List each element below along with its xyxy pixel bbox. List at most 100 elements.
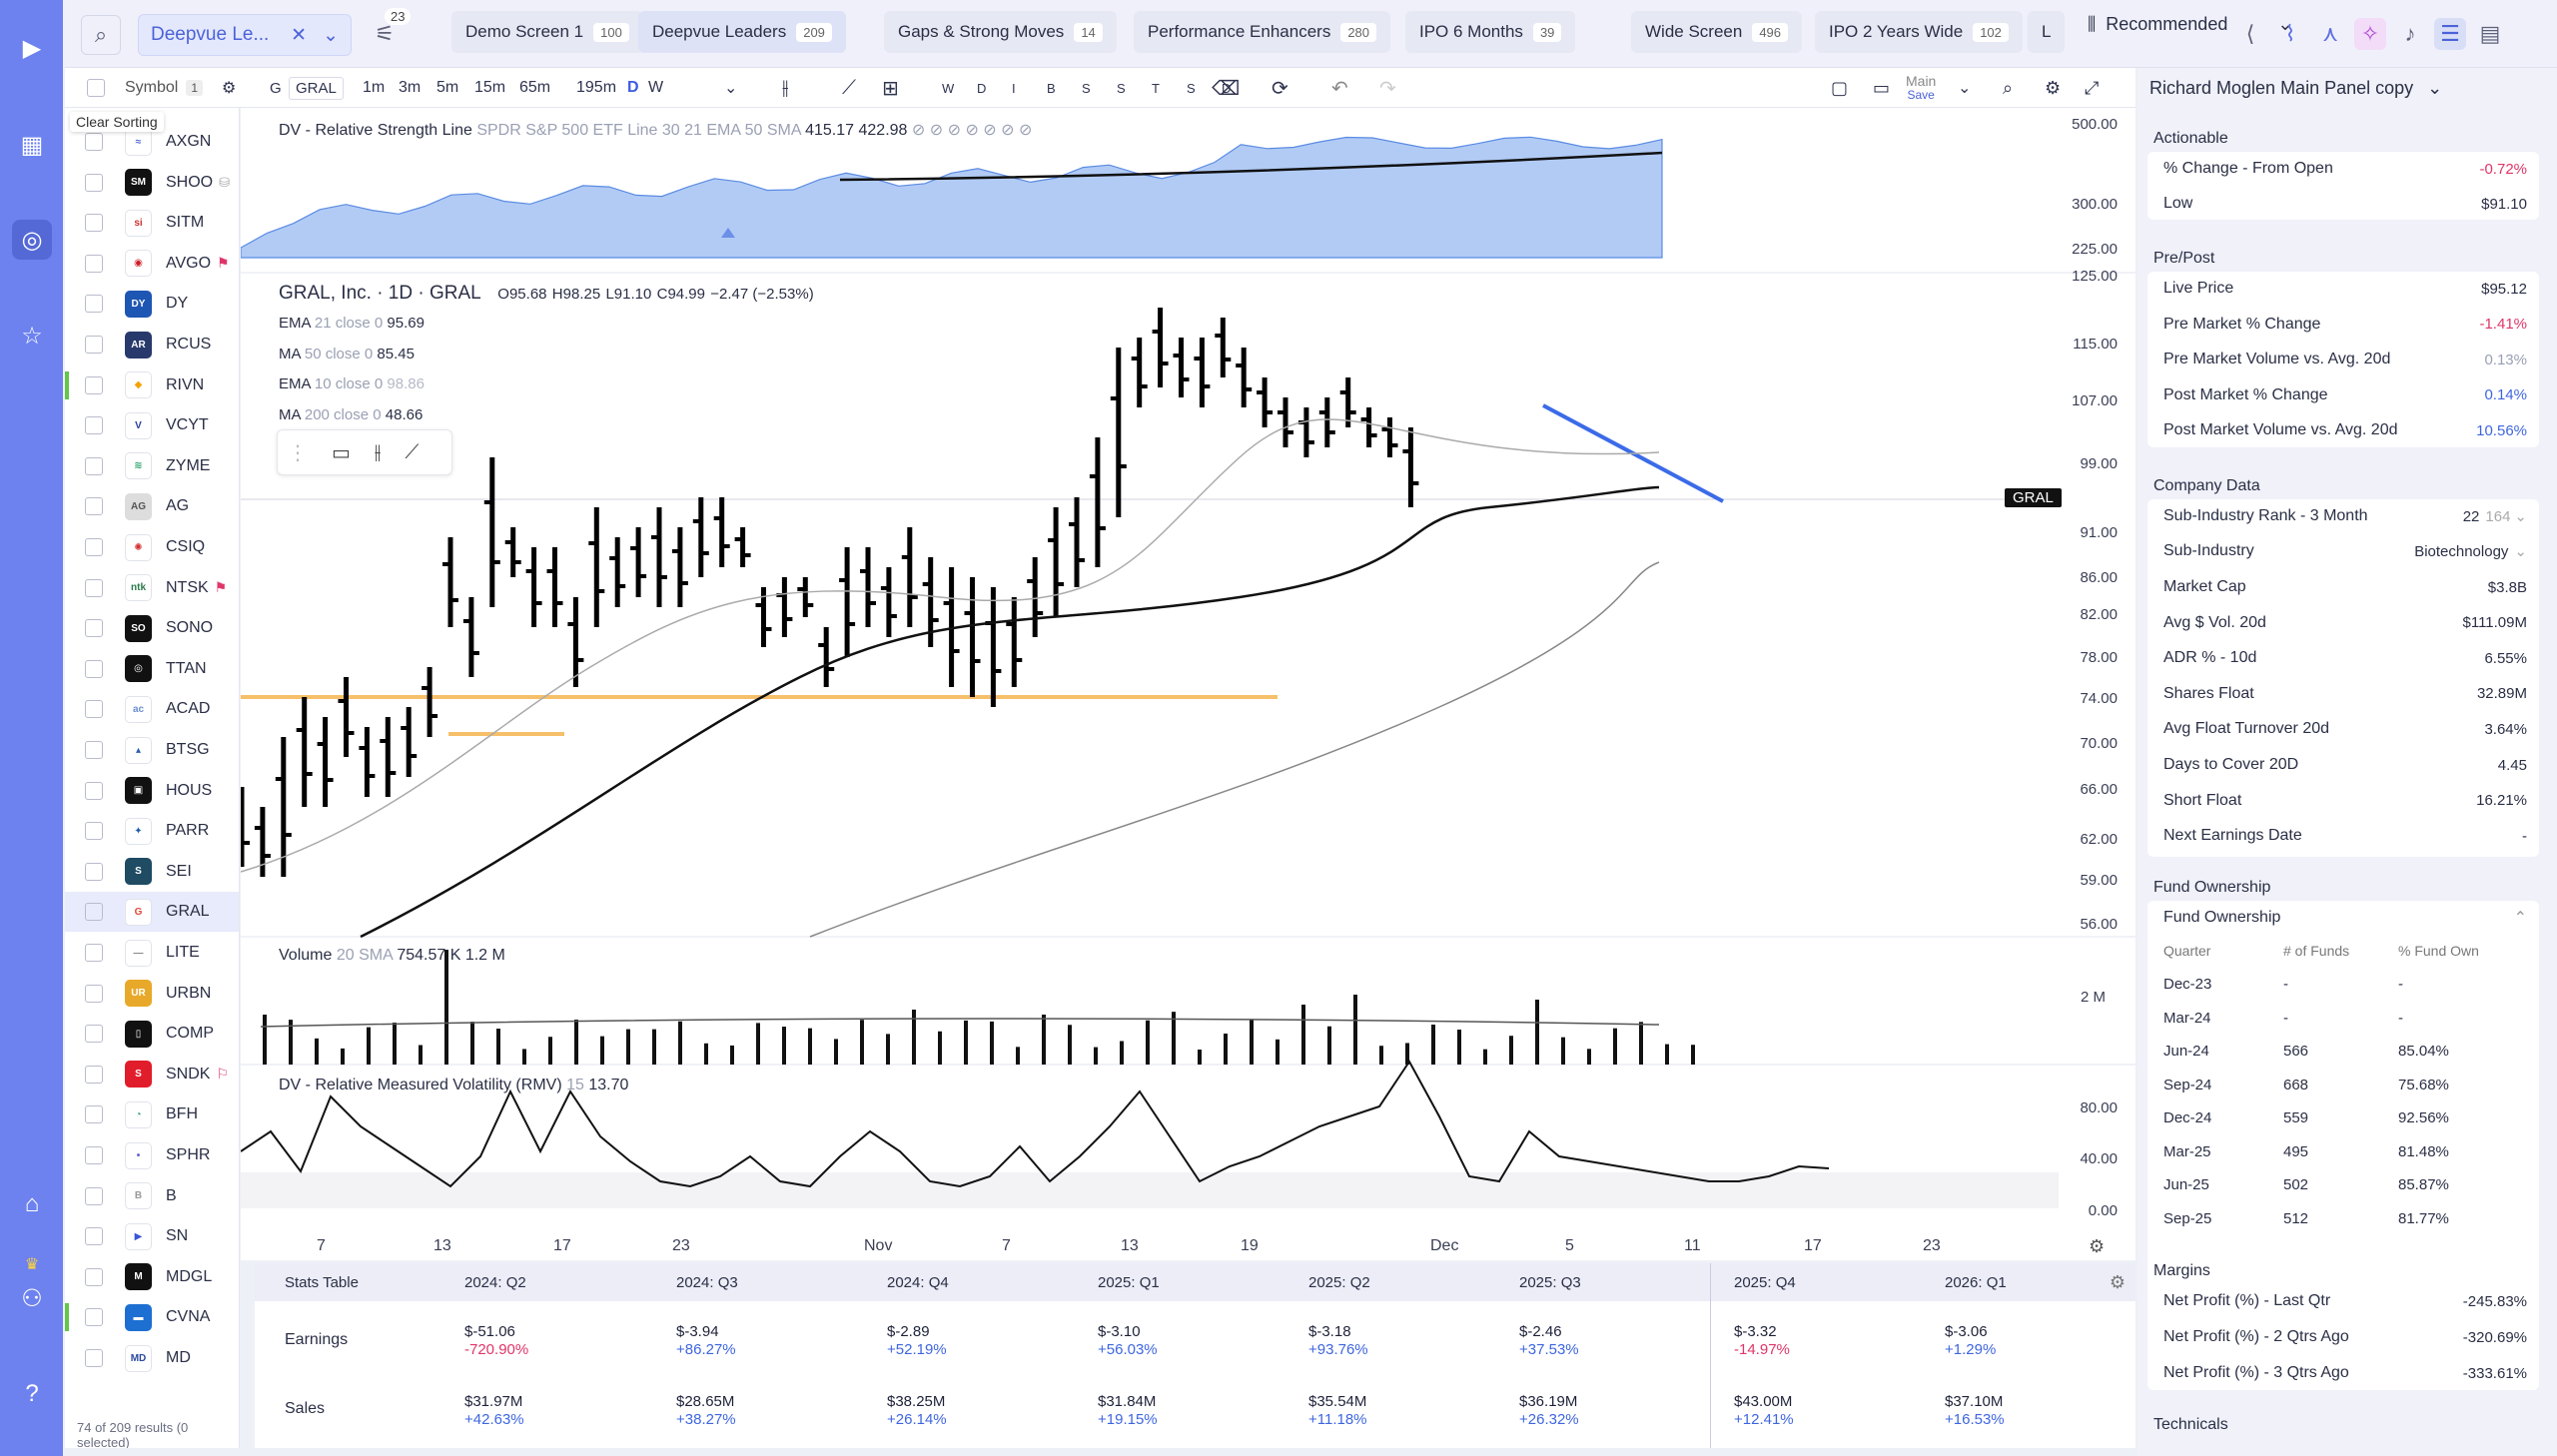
watchlist-row-parr[interactable]: ✦ PARR bbox=[65, 811, 239, 851]
tab-ipo-2-years-wide[interactable]: IPO 2 Years Wide 102 bbox=[1815, 11, 2023, 53]
interval-15m[interactable]: 15m bbox=[474, 79, 506, 96]
row-checkbox[interactable] bbox=[85, 781, 103, 800]
share-icon[interactable]: ⟨ bbox=[2245, 21, 2255, 46]
watchlist-row-mdgl[interactable]: M MDGL bbox=[65, 1257, 239, 1297]
row-checkbox[interactable] bbox=[85, 1349, 103, 1367]
quick-tf-2[interactable]: I bbox=[1012, 80, 1016, 96]
ticker-input[interactable]: GRAL bbox=[289, 76, 344, 100]
row-checkbox[interactable] bbox=[85, 173, 103, 192]
interval-1m[interactable]: 1m bbox=[363, 79, 386, 96]
crown-icon[interactable]: ♛ bbox=[24, 1256, 40, 1273]
compare-icon[interactable]: ⋏ bbox=[2321, 21, 2339, 46]
watchlist-row-sei[interactable]: S SEI bbox=[65, 852, 239, 892]
redo-icon[interactable]: ↷ bbox=[1379, 77, 1396, 100]
row-checkbox[interactable] bbox=[85, 416, 103, 435]
select-all-checkbox[interactable] bbox=[87, 79, 105, 97]
sort-select[interactable]: ⫼ Recommended ⌄ bbox=[2088, 14, 2293, 34]
drag-handle-icon[interactable]: ⋮ bbox=[288, 441, 308, 464]
flag-icon[interactable]: ⚐ bbox=[216, 1065, 230, 1082]
row-checkbox[interactable] bbox=[85, 659, 103, 678]
chart-line-icon[interactable]: ⌇ bbox=[2284, 21, 2296, 46]
undo-icon[interactable]: ↶ bbox=[1331, 77, 1348, 100]
row-checkbox[interactable] bbox=[85, 133, 103, 151]
watchlist-row-rivn[interactable]: ◆ RIVN bbox=[65, 365, 239, 405]
tab-performance-enhancers[interactable]: Performance Enhancers 280 bbox=[1134, 11, 1391, 53]
learn-icon[interactable]: ⌂ bbox=[24, 1190, 40, 1217]
section-title[interactable]: Technicals bbox=[2153, 1416, 2228, 1433]
watchlist-row-acad[interactable]: ac ACAD bbox=[65, 689, 239, 729]
section-title[interactable]: Pre/Post bbox=[2153, 250, 2215, 267]
symbol-column-header[interactable]: Symbol 1 bbox=[125, 68, 204, 108]
panel-selector[interactable]: Richard Moglen Main Panel copy ⌄ bbox=[2149, 77, 2443, 98]
row-checkbox[interactable] bbox=[85, 254, 103, 273]
period-header[interactable]: 2025: Q4 bbox=[1734, 1273, 1796, 1291]
watchlist-row-csiq[interactable]: ✺ CSIQ bbox=[65, 527, 239, 567]
list-view-icon[interactable]: ☰ bbox=[2434, 18, 2466, 50]
watchlist-row-rcus[interactable]: AR RCUS bbox=[65, 325, 239, 364]
user-icon[interactable]: ⚇ bbox=[21, 1284, 43, 1312]
watchlist-row-avgo[interactable]: ◉ AVGO ⚑ bbox=[65, 244, 239, 284]
trendline-icon[interactable]: ⟋ bbox=[405, 440, 420, 463]
period-header[interactable]: 2024: Q2 bbox=[464, 1273, 526, 1291]
row-checkbox[interactable] bbox=[85, 578, 103, 597]
quick-tf-6[interactable]: T bbox=[1152, 80, 1160, 96]
quick-tf-0[interactable]: W bbox=[942, 80, 955, 96]
clear-sorting-tooltip[interactable]: Clear Sorting bbox=[70, 112, 164, 132]
watchlist-row-vcyt[interactable]: V VCYT bbox=[65, 405, 239, 445]
row-checkbox[interactable] bbox=[85, 295, 103, 314]
period-header[interactable]: 2024: Q3 bbox=[676, 1273, 738, 1291]
comment-icon[interactable]: ▭ bbox=[332, 441, 351, 464]
quick-tf-8[interactable]: D bbox=[1222, 80, 1232, 96]
row-checkbox[interactable] bbox=[85, 214, 103, 233]
section-title[interactable]: Margins bbox=[2153, 1262, 2210, 1279]
period-header[interactable]: 2025: Q3 bbox=[1519, 1273, 1581, 1291]
layout-save[interactable]: Main Save bbox=[1906, 73, 1937, 102]
row-checkbox[interactable] bbox=[85, 741, 103, 759]
row-checkbox[interactable] bbox=[85, 862, 103, 881]
quick-tf-3[interactable]: B bbox=[1047, 80, 1056, 96]
refresh-icon[interactable]: ⟳ bbox=[1272, 77, 1288, 100]
magnify-icon[interactable]: ⌕ bbox=[2003, 77, 2014, 98]
fund-ownership-toggle[interactable]: Fund Ownership ⌃ bbox=[2163, 909, 2527, 927]
row-checkbox[interactable] bbox=[85, 1227, 103, 1246]
row-checkbox[interactable] bbox=[85, 984, 103, 1003]
star-icon[interactable]: ☆ bbox=[21, 322, 43, 350]
flag-icon[interactable]: ⚑ bbox=[214, 578, 228, 595]
draw-eraser-icon[interactable]: ⌫ bbox=[1212, 77, 1241, 100]
watchlist-row-gral[interactable]: G GRAL bbox=[65, 892, 239, 933]
filter-icon[interactable]: ⚟ bbox=[375, 21, 395, 46]
settings-icon[interactable]: ⚙ bbox=[2045, 77, 2062, 98]
watchlist-icon[interactable]: ◎ bbox=[12, 220, 52, 260]
watchlist-row-bfh[interactable]: ◔ BFH bbox=[65, 1094, 239, 1134]
compare-window-icon[interactable]: ▢ bbox=[1831, 77, 1849, 98]
interval-D[interactable]: D bbox=[627, 79, 639, 96]
quick-tf-7[interactable]: S bbox=[1187, 80, 1196, 96]
tab-ipo-6-months[interactable]: IPO 6 Months 39 bbox=[1405, 11, 1576, 53]
ai-sparkle-icon[interactable]: ✧ bbox=[2354, 18, 2386, 50]
row-checkbox[interactable] bbox=[85, 1105, 103, 1124]
row-checkbox[interactable] bbox=[85, 619, 103, 638]
tab-demo-screen-1[interactable]: Demo Screen 1 100 bbox=[451, 11, 643, 53]
watchlist-row-sn[interactable]: ▶ SN bbox=[65, 1216, 239, 1256]
quick-tf-4[interactable]: S bbox=[1082, 80, 1091, 96]
watchlist-row-hous[interactable]: ▣ HOUS bbox=[65, 771, 239, 811]
watchlist-select[interactable]: Deepvue Le... ✕ ⌄ bbox=[138, 14, 352, 56]
watchlist-row-btsg[interactable]: ▴ BTSG bbox=[65, 730, 239, 770]
watchlist-row-dy[interactable]: DY DY bbox=[65, 284, 239, 324]
interval-W[interactable]: W bbox=[648, 79, 664, 96]
close-icon[interactable]: ✕ bbox=[291, 24, 308, 46]
row-checkbox[interactable] bbox=[85, 822, 103, 841]
price-chart[interactable] bbox=[241, 108, 2135, 1261]
period-header[interactable]: 2025: Q2 bbox=[1308, 1273, 1370, 1291]
watchlist-row-md[interactable]: MD MD bbox=[65, 1338, 239, 1378]
interval-3m[interactable]: 3m bbox=[399, 79, 422, 96]
watchlist-row-zyme[interactable]: ≋ ZYME bbox=[65, 446, 239, 486]
quick-tf-5[interactable]: S bbox=[1117, 80, 1126, 96]
row-checkbox[interactable] bbox=[85, 1065, 103, 1084]
watchlist-row-lite[interactable]: — LITE bbox=[65, 933, 239, 973]
chart-settings-icon[interactable]: ⚙ bbox=[2089, 1236, 2106, 1256]
column-settings-icon[interactable]: ⚙ bbox=[222, 80, 237, 97]
watchlist-row-cvna[interactable]: ▬ CVNA bbox=[65, 1297, 239, 1337]
row-checkbox[interactable] bbox=[85, 375, 103, 394]
sub-industry-select[interactable]: Biotechnology ⌄ bbox=[2414, 543, 2527, 560]
